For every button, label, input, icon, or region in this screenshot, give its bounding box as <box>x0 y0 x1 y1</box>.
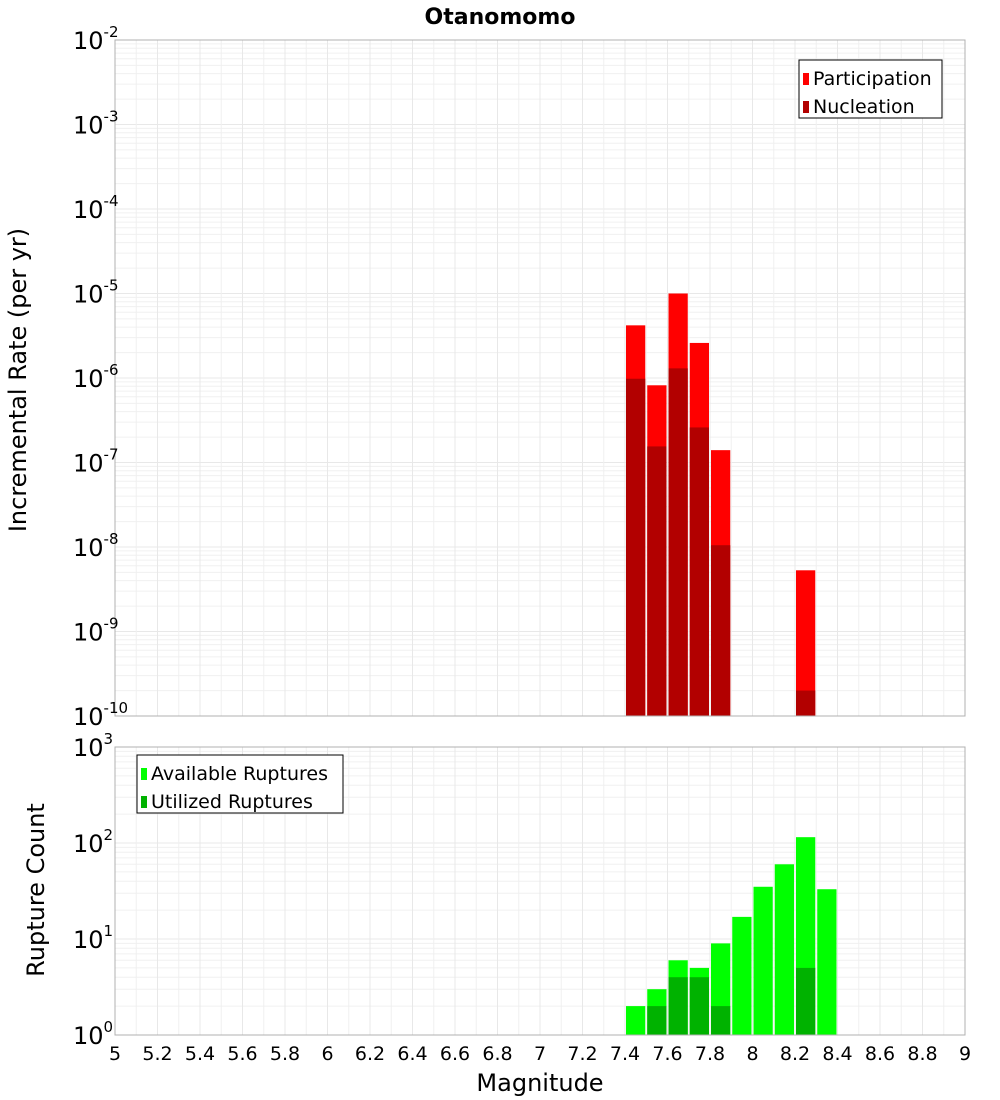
y-tick-label: 103 <box>73 730 113 762</box>
y-tick-label: 10-6 <box>73 361 119 393</box>
y-tick-exponent: -3 <box>104 108 119 126</box>
available-ruptures-bar <box>817 889 837 1035</box>
y-tick-label: 100 <box>73 1018 113 1050</box>
y-tick-base: 10 <box>73 450 104 478</box>
x-tick-label: 5.2 <box>142 1043 172 1065</box>
utilized-ruptures-bar <box>647 1006 667 1035</box>
y-tick-label: 101 <box>73 922 113 954</box>
available-ruptures-bar <box>774 864 794 1035</box>
y-tick-label: 10-7 <box>73 446 119 478</box>
y-tick-label: 10-3 <box>73 108 119 140</box>
plot-frame <box>114 746 966 1036</box>
x-tick-label: 7.4 <box>610 1043 640 1065</box>
nucleation-bar <box>668 368 688 716</box>
nucleation-bar <box>626 378 646 716</box>
rupture-plot-y-axis-title: Rupture Count <box>22 803 50 977</box>
nucleation-bar <box>796 690 816 716</box>
utilized-ruptures-bar <box>796 967 816 1035</box>
x-tick-label: 6.8 <box>482 1043 512 1065</box>
y-tick-exponent: -5 <box>104 277 119 295</box>
y-tick-base: 10 <box>73 703 104 731</box>
legend-label: Available Ruptures <box>151 763 328 785</box>
rate-plot-y-axis-title: Incremental Rate (per yr) <box>4 228 32 532</box>
legend-swatch <box>141 796 147 808</box>
y-tick-base: 10 <box>73 926 104 954</box>
x-tick-label: 7.2 <box>567 1043 597 1065</box>
y-tick-base: 10 <box>73 619 104 647</box>
x-axis-title: Magnitude <box>476 1069 603 1097</box>
y-tick-exponent: 0 <box>104 1018 114 1036</box>
rate-legend: Participation Nucleation <box>798 59 943 119</box>
x-tick-label: 9 <box>959 1043 971 1065</box>
x-tick-label: 8.6 <box>865 1043 895 1065</box>
chart-title: Otanomomo <box>425 5 576 30</box>
nucleation-bar <box>711 545 731 716</box>
legend-box <box>136 754 344 814</box>
x-tick-label: 5 <box>109 1043 121 1065</box>
y-tick-label: 10-9 <box>73 615 119 647</box>
y-tick-label: 10-5 <box>73 277 119 309</box>
y-tick-base: 10 <box>73 734 104 762</box>
legend-swatch <box>803 101 809 113</box>
x-tick-label: 7.6 <box>652 1043 682 1065</box>
y-tick-base: 10 <box>73 534 104 562</box>
nucleation-bar <box>647 446 667 716</box>
y-tick-base: 10 <box>73 1022 104 1050</box>
x-tick-label: 5.8 <box>270 1043 300 1065</box>
x-tick-label: 8.4 <box>822 1043 852 1065</box>
x-tick-label: 7 <box>534 1043 546 1065</box>
utilized-ruptures-bar <box>711 1006 731 1035</box>
x-tick-label: 6.6 <box>440 1043 470 1065</box>
x-tick-label: 6.2 <box>355 1043 385 1065</box>
y-tick-base: 10 <box>73 112 104 140</box>
participation-bar <box>796 570 816 716</box>
y-tick-label: 10-10 <box>73 699 128 731</box>
y-tick-base: 10 <box>73 281 104 309</box>
x-tick-label: 5.6 <box>227 1043 257 1065</box>
y-tick-exponent: 3 <box>104 730 114 748</box>
available-ruptures-bar <box>753 886 773 1035</box>
legend-label: Utilized Ruptures <box>151 791 313 813</box>
y-tick-base: 10 <box>73 365 104 393</box>
y-tick-exponent: -10 <box>104 699 129 717</box>
y-tick-exponent: -8 <box>104 530 119 548</box>
legend-swatch <box>141 768 147 780</box>
legend-box <box>798 59 943 119</box>
y-tick-label: 102 <box>73 826 113 858</box>
y-tick-exponent: -9 <box>104 615 119 633</box>
x-tick-label: 5.4 <box>185 1043 215 1065</box>
count-legend: Available Ruptures Utilized Ruptures <box>136 754 344 814</box>
legend-label: Participation <box>813 68 932 90</box>
x-tick-label: 7.8 <box>695 1043 725 1065</box>
y-tick-base: 10 <box>73 27 104 55</box>
utilized-ruptures-bar <box>689 977 709 1035</box>
x-tick-label: 8 <box>746 1043 758 1065</box>
utilized-ruptures-bar <box>668 977 688 1035</box>
rate-plot: 10-210-310-410-510-610-710-810-910-10Par… <box>73 23 966 731</box>
y-tick-label: 10-8 <box>73 530 119 562</box>
y-tick-base: 10 <box>73 830 104 858</box>
x-tick-label: 6 <box>321 1043 333 1065</box>
x-tick-label: 6.4 <box>397 1043 427 1065</box>
y-tick-base: 10 <box>73 196 104 224</box>
x-tick-label: 8.8 <box>907 1043 937 1065</box>
legend-swatch <box>803 73 809 85</box>
legend-label: Nucleation <box>813 96 915 118</box>
x-tick-label: 8.2 <box>780 1043 810 1065</box>
y-tick-exponent: -6 <box>104 361 119 379</box>
y-tick-exponent: -4 <box>104 192 119 210</box>
available-ruptures-bar <box>732 916 752 1035</box>
plot-frame <box>114 39 966 717</box>
y-tick-exponent: -2 <box>104 23 119 41</box>
available-ruptures-bar <box>626 1006 646 1035</box>
y-tick-exponent: 2 <box>104 826 114 844</box>
y-tick-label: 10-2 <box>73 23 119 55</box>
y-tick-exponent: 1 <box>104 922 114 940</box>
y-tick-exponent: -7 <box>104 446 119 464</box>
nucleation-bar <box>689 427 709 716</box>
y-tick-label: 10-4 <box>73 192 119 224</box>
